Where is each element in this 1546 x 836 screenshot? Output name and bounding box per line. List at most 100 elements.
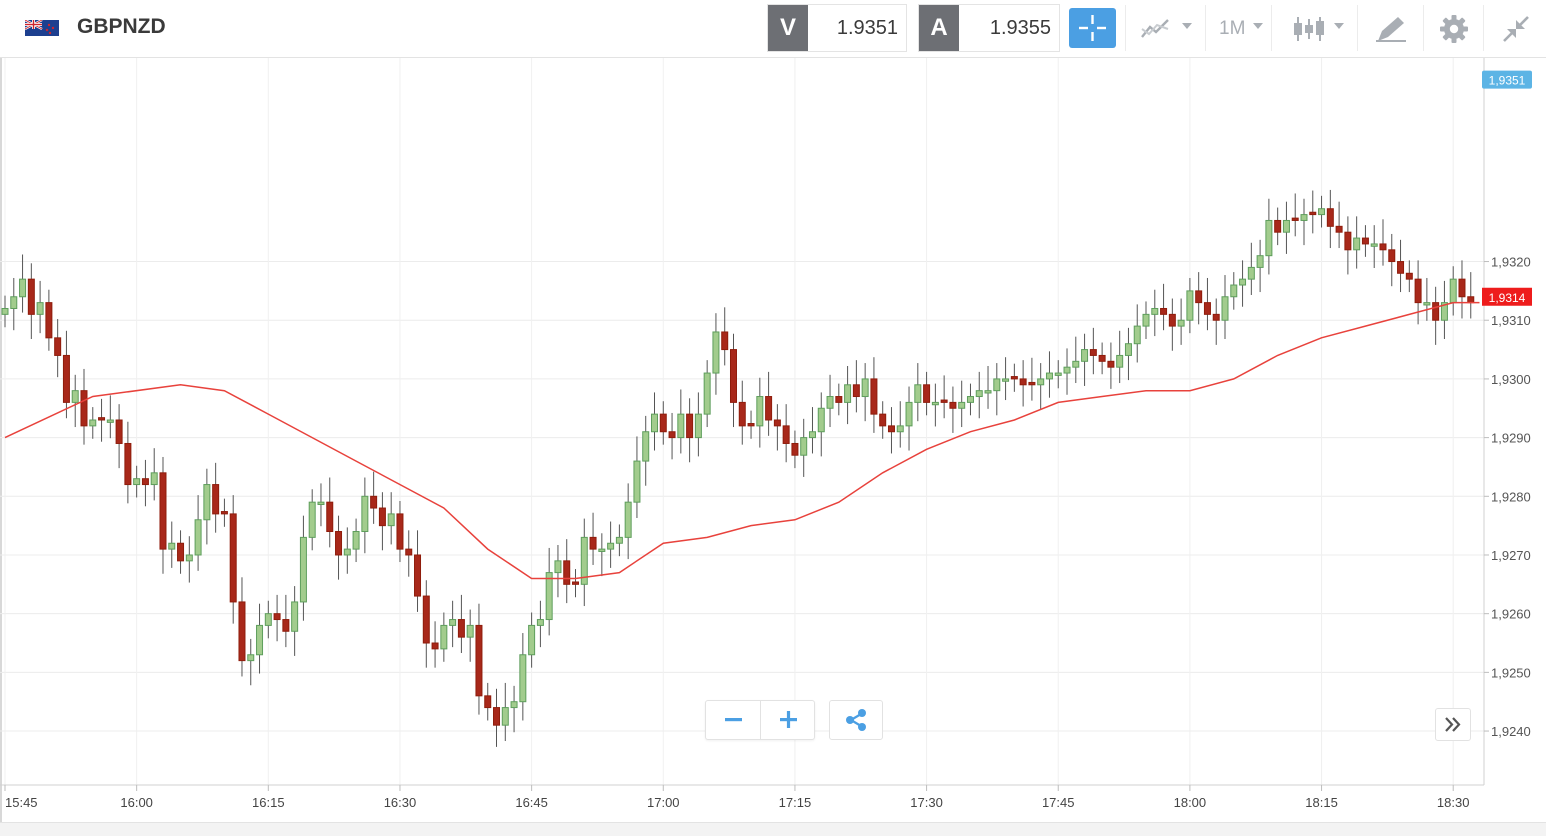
bullish-candle-body [1221, 296, 1229, 321]
bullish-candle-body [1353, 237, 1361, 251]
bullish-candle-body [528, 624, 536, 656]
candle [861, 363, 869, 422]
candle [282, 594, 290, 648]
zoom-controls [705, 700, 815, 740]
scroll-to-latest-button[interactable] [1435, 708, 1471, 741]
candle [1405, 260, 1413, 293]
x-tick-label: 16:30 [384, 795, 417, 810]
bearish-candle-body [940, 399, 948, 403]
bearish-candle-body [212, 484, 220, 515]
bullish-candle-body [501, 707, 509, 726]
candle [905, 386, 913, 451]
bearish-candle-body [765, 396, 773, 421]
bearish-candle-body [229, 513, 237, 603]
collapse-button[interactable] [1483, 5, 1546, 51]
candle [256, 603, 264, 674]
candle [264, 600, 272, 639]
chevron-down-icon [1182, 23, 1192, 29]
bearish-candle-body [1203, 302, 1211, 315]
bullish-candle-body [554, 560, 562, 574]
timeframe-button[interactable]: 1M [1205, 5, 1271, 51]
bearish-candle-body [220, 511, 228, 515]
draw-tool-button[interactable] [1357, 5, 1423, 51]
draw-tool-icon [1376, 17, 1406, 42]
candle [80, 368, 88, 445]
candle [800, 418, 808, 477]
candle [431, 621, 439, 668]
last-price-tag-label: 1,9314 [1489, 291, 1526, 305]
indicators-button[interactable] [1125, 5, 1205, 51]
bullish-candle-body [1124, 343, 1132, 356]
zoom-in-button[interactable] [761, 701, 815, 739]
bearish-candle-body [1019, 378, 1027, 386]
candle [1221, 275, 1229, 340]
buy-button[interactable]: A 1.9355 [918, 4, 1060, 52]
candle [141, 459, 149, 507]
candle [659, 401, 667, 445]
candle [1186, 277, 1194, 334]
candle [1326, 189, 1334, 249]
x-tick-label: 16:15 [252, 795, 285, 810]
candle [62, 330, 70, 419]
bullish-candle-body [1440, 302, 1448, 321]
bearish-candle-body [141, 478, 149, 486]
candle [1, 295, 9, 328]
bullish-candle-body [352, 531, 360, 550]
crosshair-button[interactable] [1069, 8, 1116, 48]
candle [396, 500, 404, 563]
bearish-candle-body [1212, 313, 1220, 321]
bearish-candle-body [668, 431, 676, 439]
bullish-candle-body [1423, 302, 1431, 306]
bearish-candle-body [747, 423, 755, 427]
candle [449, 600, 457, 648]
bearish-candle-body [1414, 278, 1422, 304]
candle [1440, 280, 1448, 340]
zoom-out-button[interactable] [706, 701, 760, 739]
candle [1133, 304, 1141, 363]
sell-button[interactable]: V 1.9351 [767, 4, 907, 52]
bearish-candle-body [54, 337, 62, 356]
bearish-candle-body [1010, 376, 1018, 380]
bullish-candle-body [966, 396, 974, 403]
bearish-candle-body [27, 278, 35, 315]
bullish-candle-body [1045, 372, 1053, 380]
candle [150, 448, 158, 501]
bearish-candle-body [1388, 249, 1396, 263]
bearish-candle-body [159, 472, 167, 550]
bullish-candle-body [317, 501, 325, 506]
candle [1318, 195, 1326, 228]
bullish-candle-body [1177, 319, 1185, 327]
bullish-candle-body [1142, 313, 1150, 327]
candle [528, 612, 536, 668]
bearish-candle-body [686, 413, 694, 439]
candle [1081, 333, 1089, 386]
candle [545, 547, 553, 636]
timeframe-label: 1M [1219, 18, 1246, 39]
candle [844, 366, 852, 425]
toolbar: GBPNZD V 1.9351 A 1.9355 1M [0, 0, 1546, 58]
bullish-candle-body [291, 601, 299, 632]
bullish-candle-body [624, 501, 632, 538]
collapse-icon [1503, 16, 1529, 42]
bullish-candle-body [1081, 349, 1089, 362]
bullish-candle-body [1072, 360, 1080, 368]
share-button[interactable] [829, 700, 883, 740]
chevron-down-icon [1253, 23, 1263, 29]
x-tick-label: 16:45 [515, 795, 548, 810]
bullish-candle-body [931, 401, 939, 406]
candle [168, 521, 176, 568]
bearish-candle-body [124, 442, 132, 486]
candle [1028, 357, 1036, 401]
double-chevron-right-icon [1445, 717, 1461, 732]
bearish-candle-body [1098, 354, 1106, 362]
bullish-candle-body [1282, 219, 1290, 233]
bullish-candle-body [1239, 278, 1247, 286]
bullish-candle-body [984, 390, 992, 394]
buy-label: A [919, 5, 959, 51]
candle [677, 389, 685, 454]
candlestick-chart[interactable]: 1,9240 1,9250 1,9260 1,9270 1,9280 1,9290 1,93… [0, 58, 1546, 822]
candle [598, 533, 606, 577]
chart-type-button[interactable] [1271, 5, 1357, 51]
settings-button[interactable] [1423, 5, 1483, 51]
candle [1019, 360, 1027, 407]
